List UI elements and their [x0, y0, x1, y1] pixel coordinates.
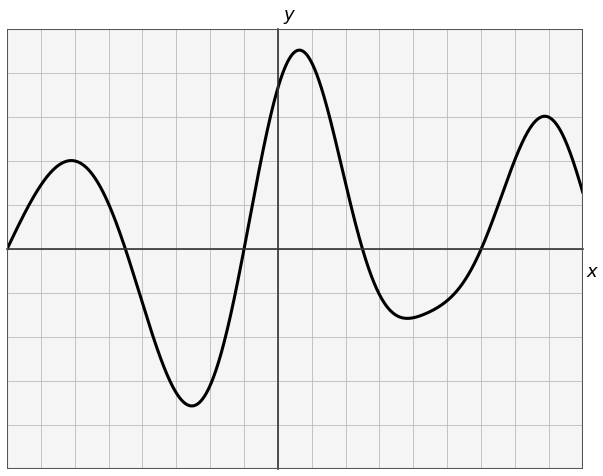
Text: x: x: [586, 263, 597, 281]
Text: y: y: [283, 6, 294, 24]
